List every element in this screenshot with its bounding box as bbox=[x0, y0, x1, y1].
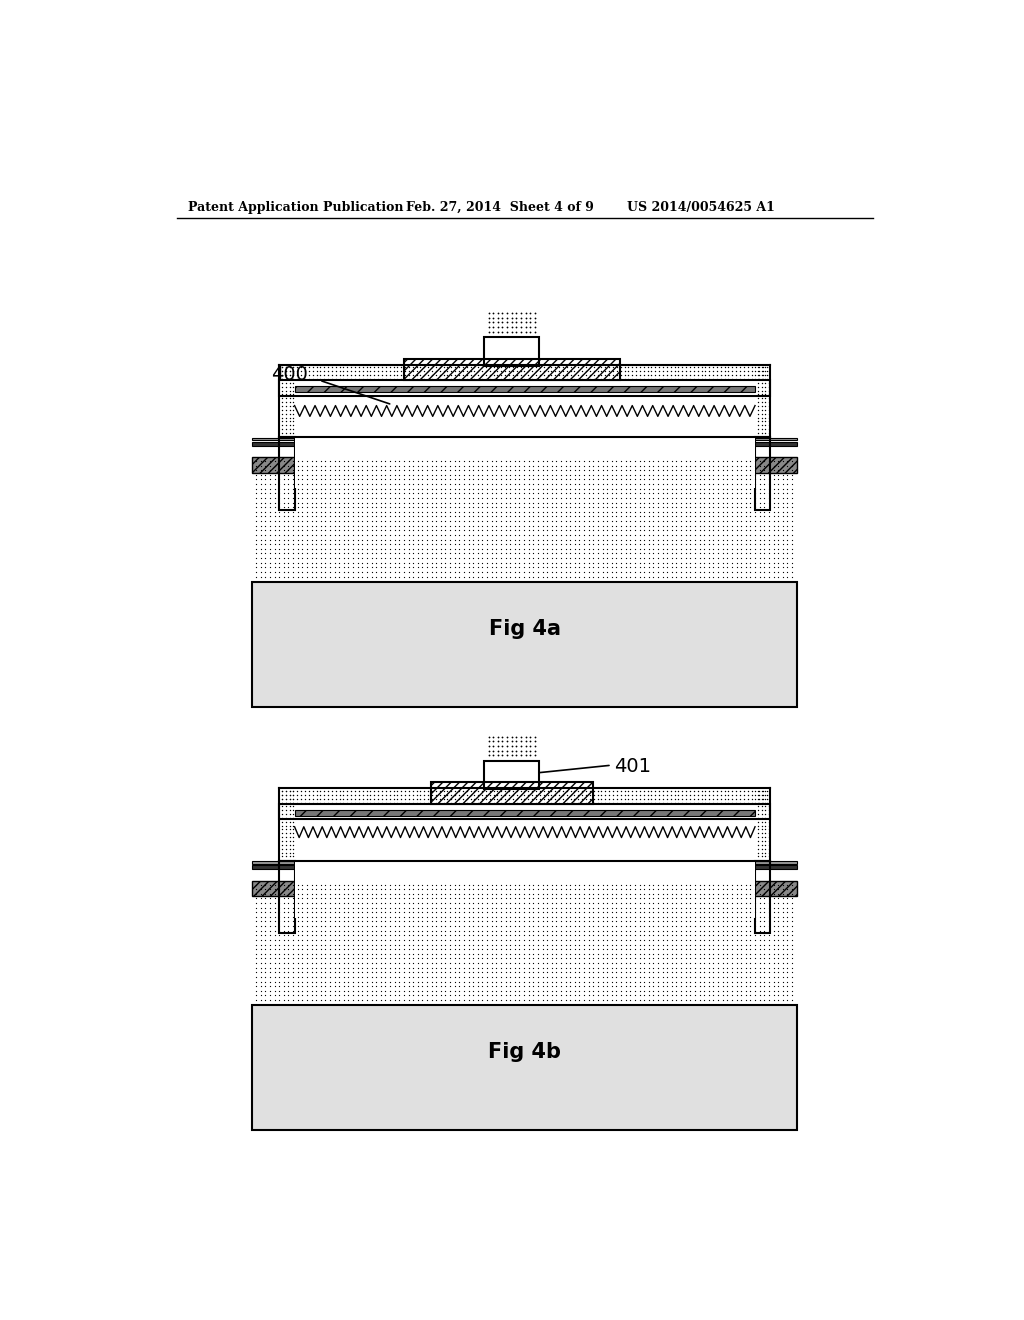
Bar bbox=[280, 804, 770, 818]
Bar bbox=[252, 880, 798, 896]
Text: 401: 401 bbox=[614, 758, 651, 776]
Bar bbox=[280, 861, 295, 933]
Bar bbox=[252, 442, 798, 446]
Bar bbox=[252, 862, 798, 863]
Text: Feb. 27, 2014  Sheet 4 of 9: Feb. 27, 2014 Sheet 4 of 9 bbox=[407, 201, 594, 214]
Bar bbox=[252, 457, 798, 473]
Bar bbox=[280, 437, 295, 510]
Bar bbox=[295, 810, 755, 816]
Bar bbox=[280, 380, 770, 396]
Bar bbox=[295, 861, 755, 917]
Bar bbox=[484, 337, 540, 366]
Bar bbox=[484, 760, 540, 789]
Bar bbox=[755, 861, 770, 933]
Bar bbox=[755, 437, 770, 510]
Bar bbox=[295, 387, 755, 392]
Bar bbox=[295, 437, 755, 488]
Text: Patent Application Publication: Patent Application Publication bbox=[188, 201, 403, 214]
Bar bbox=[252, 866, 798, 869]
Text: Fig 4a: Fig 4a bbox=[488, 619, 561, 639]
Bar bbox=[252, 582, 798, 706]
Text: Fig 4b: Fig 4b bbox=[488, 1043, 561, 1063]
Bar bbox=[252, 438, 798, 441]
Bar bbox=[431, 781, 593, 804]
Text: 400: 400 bbox=[270, 364, 307, 384]
Text: US 2014/0054625 A1: US 2014/0054625 A1 bbox=[628, 201, 775, 214]
Bar bbox=[252, 1006, 798, 1130]
Bar bbox=[403, 359, 620, 380]
